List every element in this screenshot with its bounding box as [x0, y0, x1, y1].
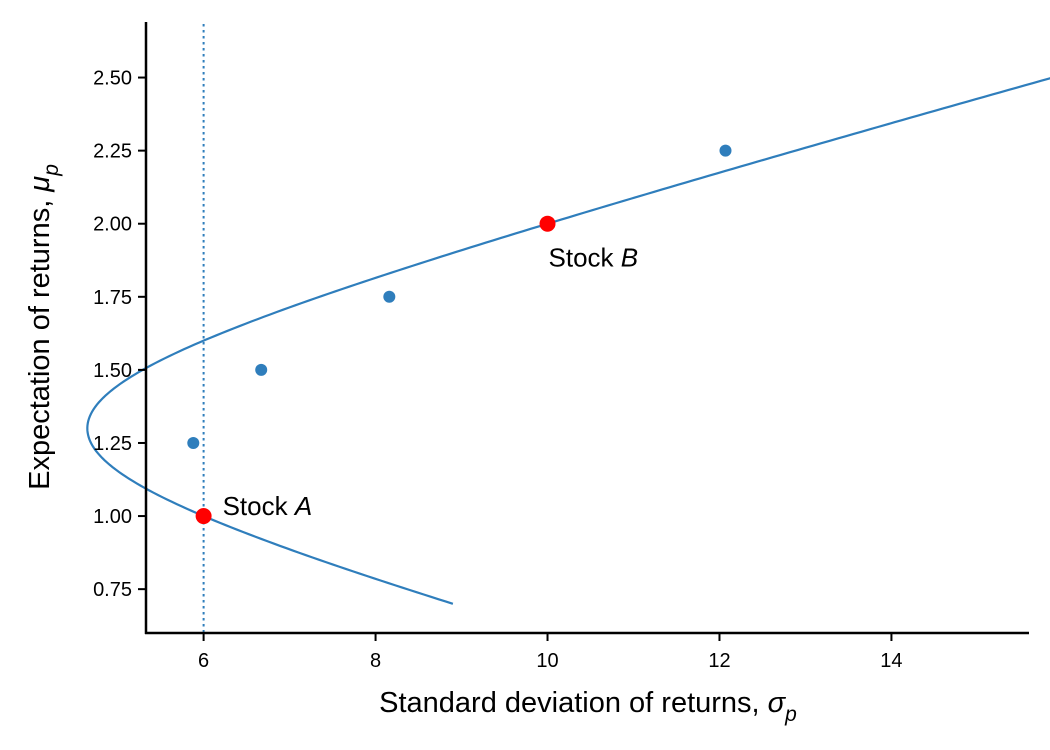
y-tick-label: 1.75 — [93, 287, 132, 309]
x-tick-label: 6 — [198, 650, 209, 672]
frontier-point — [187, 436, 200, 449]
y-tick-label: 1.25 — [93, 433, 132, 455]
stock-b-point — [539, 215, 556, 232]
annotations-layer: Stock A Stock B — [223, 243, 639, 521]
x-tick-label: 12 — [708, 650, 730, 672]
axes-layer — [144, 22, 1029, 635]
y-tick-label: 2.00 — [93, 214, 132, 236]
frontier-curve — [86, 77, 1050, 605]
y-tick-label: 2.50 — [93, 68, 132, 90]
x-tick-label: 8 — [370, 650, 381, 672]
stock-a-point — [195, 508, 212, 525]
frontier-point — [255, 363, 268, 376]
x-tick-label: 14 — [880, 650, 902, 672]
ticks-layer: 6 8 10 12 14 0.75 1.00 1.25 1.50 1.75 2.00 2.25 2.50 — [93, 68, 902, 672]
y-axis-label: Expectation of returns, μp — [24, 164, 63, 490]
stock-b-label: Stock B — [549, 243, 639, 273]
y-tick-label: 1.00 — [93, 506, 132, 528]
x-tick-label: 10 — [536, 650, 558, 672]
y-tick-label: 1.50 — [93, 360, 132, 382]
stock-a-label: Stock A — [223, 491, 313, 521]
x-axis-label: Standard deviation of returns, σp — [379, 687, 797, 726]
frontier-point — [383, 290, 396, 303]
points-layer — [187, 144, 732, 525]
frontier-point — [719, 144, 732, 157]
y-tick-label: 0.75 — [93, 579, 132, 601]
y-tick-label: 2.25 — [93, 141, 132, 163]
